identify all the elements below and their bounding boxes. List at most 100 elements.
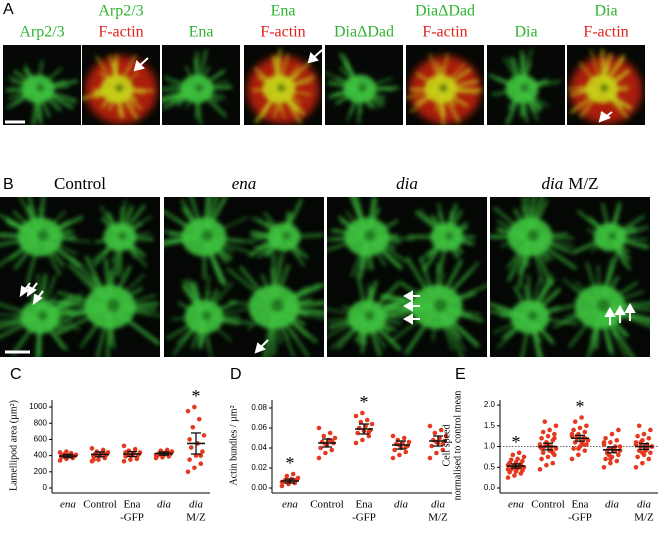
data-point — [614, 438, 620, 443]
micrographs — [0, 45, 650, 357]
data-point — [295, 475, 301, 481]
data-point — [512, 473, 517, 478]
data-point — [390, 433, 396, 439]
data-point — [353, 440, 359, 446]
chart: D 0.00 0.02 0.04 0.06 0.08 Actin bundles / µm²… — [228, 366, 452, 524]
label-part: M/Z — [568, 174, 598, 193]
x-tick-label: ena — [60, 499, 76, 511]
y-tick-label: 1.0 — [484, 442, 496, 451]
data-point — [91, 457, 96, 462]
tile-label: dia — [396, 174, 418, 193]
x-tick-label: M/Z — [428, 512, 448, 524]
data-point — [64, 449, 69, 454]
x-tick-label: dia — [605, 499, 620, 511]
data-point — [366, 429, 372, 435]
data-point — [510, 452, 516, 458]
data-point — [505, 467, 511, 472]
data-point — [332, 435, 338, 441]
panel-letter: A — [3, 1, 14, 18]
data-point — [432, 430, 438, 436]
x-tick-label: -GFP — [568, 512, 592, 524]
data-point — [633, 442, 639, 447]
micrograph — [244, 45, 322, 125]
x-tick-label: Ena — [123, 499, 140, 511]
data-point — [134, 456, 140, 462]
data-point — [329, 447, 335, 453]
data-point — [520, 458, 525, 464]
data-point — [100, 447, 106, 453]
tile-label: Dia — [514, 24, 537, 41]
data-point — [438, 427, 444, 433]
x-tick-label: ena — [508, 499, 524, 511]
data-point — [192, 404, 197, 410]
data-point — [355, 430, 360, 436]
tile-label: F-actin — [98, 24, 143, 41]
data-point — [576, 452, 581, 458]
x-tick-label: Ena — [571, 499, 588, 511]
y-tick-label: 0.0 — [484, 483, 496, 492]
y-tick-label: 400 — [34, 451, 48, 460]
data-point — [316, 455, 322, 461]
data-point — [443, 433, 449, 439]
data-point — [290, 471, 296, 477]
x-tick-label: Control — [310, 499, 344, 511]
data-point — [201, 433, 207, 438]
label-part: Control — [54, 174, 106, 193]
data-point — [601, 464, 607, 470]
chart: E 0.0 0.5 1.0 1.5 2.0 Cell speed normalised to … — [441, 366, 658, 524]
data-point — [539, 456, 544, 462]
data-point — [616, 452, 621, 458]
data-point — [392, 447, 397, 453]
data-point — [552, 435, 557, 441]
data-point — [580, 442, 586, 447]
data-point — [550, 450, 556, 456]
x-tick-label: M/Z — [634, 512, 654, 524]
x-tick-label: dia — [189, 499, 204, 511]
data-point — [576, 446, 581, 451]
data-point — [369, 421, 375, 427]
data-point — [520, 465, 525, 471]
x-tick-label: -GFP — [352, 512, 376, 524]
data-point — [316, 425, 322, 431]
micrograph — [406, 45, 484, 125]
data-point — [360, 410, 365, 416]
data-point — [539, 435, 544, 441]
data-point — [190, 424, 196, 430]
significance-star: * — [360, 392, 369, 412]
x-tick-label: dia — [637, 499, 652, 511]
y-tick-label: 0.06 — [251, 423, 267, 432]
data-point — [440, 447, 446, 453]
data-point — [640, 450, 645, 456]
x-tick-label: Ena — [355, 499, 372, 511]
data-point — [279, 483, 285, 489]
panel-letter: B — [3, 176, 14, 193]
data-point — [553, 446, 559, 451]
y-tick-label: 0.02 — [251, 463, 267, 472]
y-tick-label: 0.08 — [251, 403, 267, 412]
y-axis-label: Cell speed — [441, 425, 452, 467]
label-part: dia — [542, 174, 564, 193]
data-point — [571, 427, 576, 433]
data-point — [608, 460, 613, 466]
y-axis-label: normalised to control mean — [452, 391, 463, 501]
data-point — [96, 457, 101, 462]
data-point — [89, 446, 95, 451]
tile-label: DiaΔDad — [415, 3, 475, 20]
data-point — [515, 456, 520, 462]
y-axis-label: Actin bundles / µm² — [228, 405, 239, 485]
data-point — [539, 446, 544, 451]
significance-star: * — [576, 397, 585, 417]
data-point — [364, 417, 370, 423]
y-tick-label: 0.00 — [251, 483, 267, 492]
annotations — [5, 49, 636, 354]
data-point — [545, 433, 551, 439]
data-point — [582, 448, 588, 453]
tile-label: Control — [54, 174, 106, 193]
data-point — [187, 457, 192, 462]
data-point — [648, 450, 653, 456]
data-point — [505, 475, 511, 480]
data-point — [641, 431, 647, 437]
data-point — [584, 423, 589, 429]
x-tick-label: dia — [394, 499, 409, 511]
data-point — [540, 450, 546, 456]
